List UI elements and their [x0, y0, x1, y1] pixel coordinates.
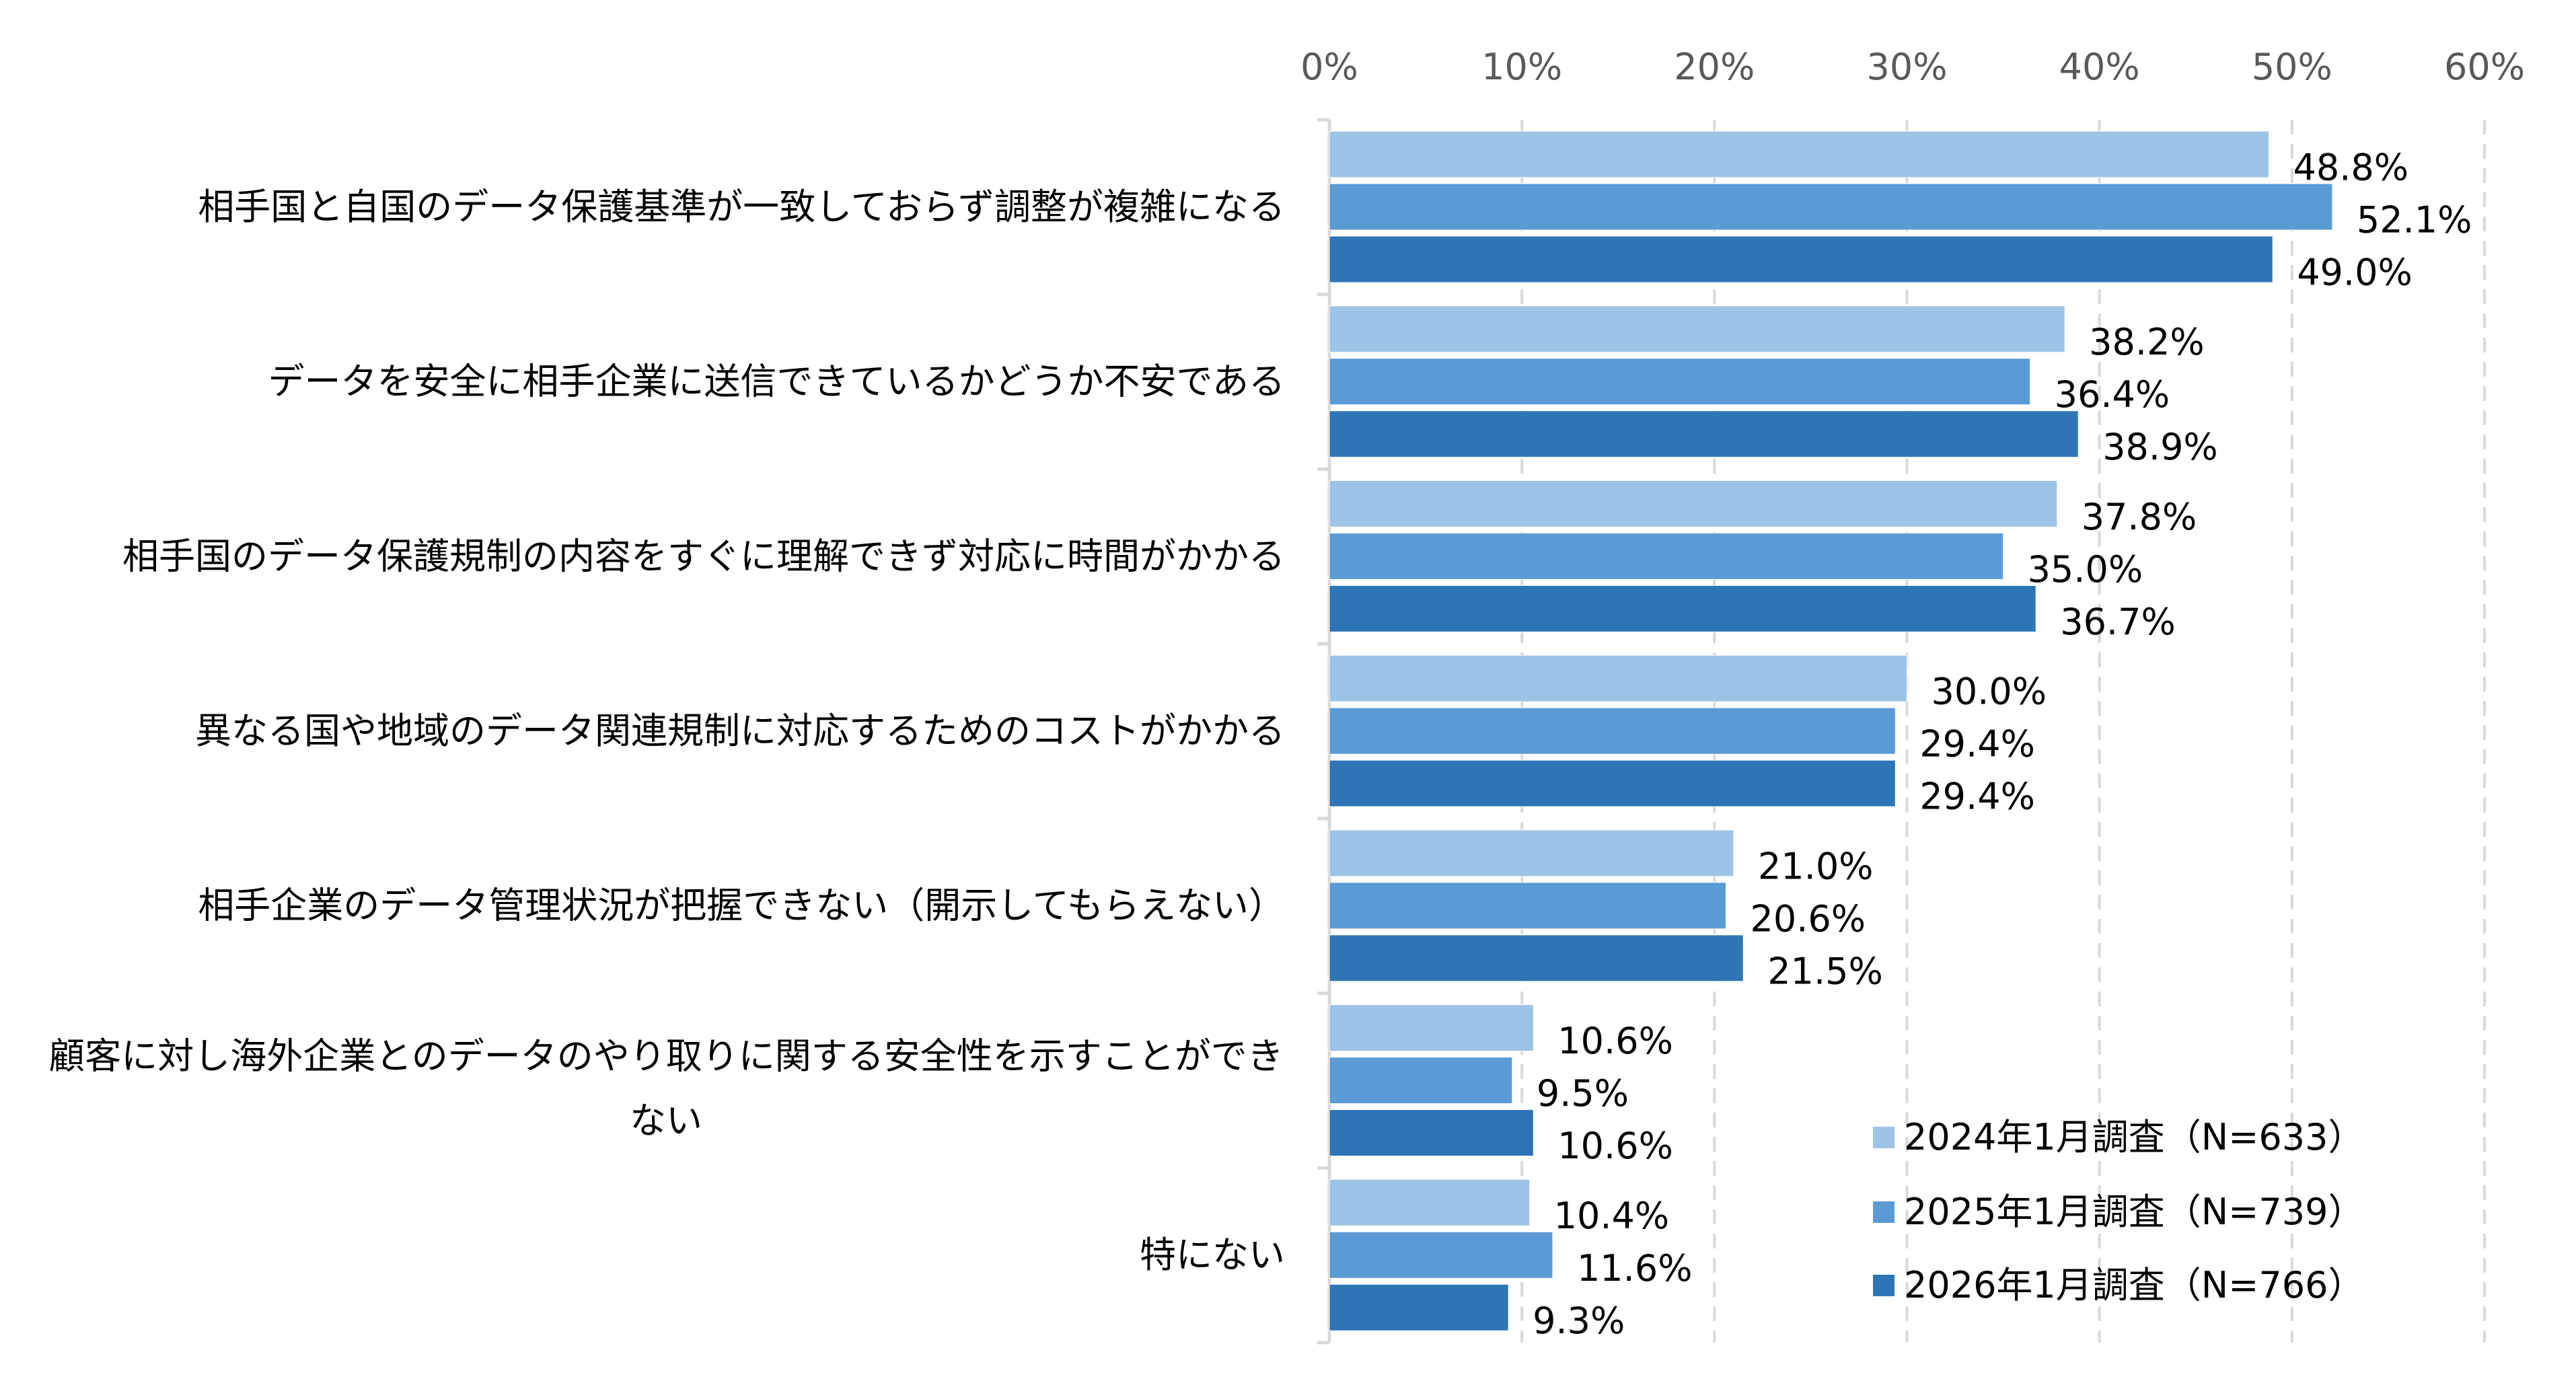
category-label: 顧客に対し海外企業とのデータのやり取りに関する安全性を示すことができない: [48, 1035, 1283, 1142]
bar: [1329, 585, 2036, 632]
bar: [1329, 829, 1734, 877]
category-labels: 相手国と自国のデータ保護基準が一致しておらず調整が複雑になるデータを安全に相手企…: [48, 186, 1285, 1276]
legend-label: 2024年1月調査（N=633）: [1904, 1116, 2365, 1158]
bar: [1329, 934, 1744, 982]
bar: [1329, 532, 2004, 580]
legend-swatch: [1873, 1275, 1894, 1296]
bar: [1329, 707, 1896, 755]
category-label: 異なる国や地域のデータ関連規制に対応するためのコストがかかる: [195, 710, 1285, 752]
x-tick-label: 30%: [1866, 46, 1947, 88]
legend-label: 2025年1月調査（N=739）: [1904, 1191, 2365, 1233]
bar: [1329, 1179, 1531, 1226]
bar: [1329, 1057, 1513, 1105]
legend: 2024年1月調査（N=633） 2025年1月調査（N=739） 2026年1月調…: [1873, 1116, 2365, 1306]
data-label: 52.1%: [2357, 199, 2472, 241]
data-label: 38.2%: [2089, 321, 2205, 363]
bar: [1329, 130, 2269, 178]
data-label: 38.9%: [2102, 426, 2218, 468]
bar: [1329, 235, 2273, 283]
data-label: 35.0%: [2028, 548, 2143, 591]
category-label: 相手国と自国のデータ保護基準が一致しておらず調整が複雑になる: [198, 186, 1285, 228]
category-label: データを安全に相手企業に送信できているかどうか不安である: [268, 361, 1285, 403]
data-label: 49.0%: [2297, 252, 2413, 294]
data-label: 29.4%: [1919, 776, 2035, 818]
data-label: 10.6%: [1557, 1125, 1673, 1167]
data-label: 10.6%: [1557, 1020, 1673, 1062]
bar: [1329, 410, 2079, 458]
bar: [1329, 183, 2333, 231]
legend-label: 2026年1月調査（N=766）: [1904, 1264, 2365, 1306]
category-label: 相手企業のデータ管理状況が把握できない（開示してもらえない）: [198, 885, 1285, 927]
y-axis: [1317, 118, 1331, 1345]
bar: [1329, 480, 2058, 527]
data-label: 9.3%: [1533, 1300, 1625, 1342]
data-label: 29.4%: [1919, 723, 2035, 766]
bar: [1329, 1109, 1534, 1157]
data-label: 36.7%: [2060, 601, 2176, 643]
data-label: 9.5%: [1537, 1072, 1629, 1115]
bar: [1329, 759, 1896, 807]
x-tick-label: 0%: [1300, 46, 1358, 88]
data-label: 37.8%: [2082, 496, 2197, 538]
bars: 48.8% 52.1% 49.0% 38.2% 36.4% 38.9% 37.8% 35.0%…: [1329, 130, 2472, 1342]
x-tick-label: 40%: [2059, 46, 2140, 88]
x-axis-ticks: 0% 10% 20% 30% 40% 50% 60%: [1300, 46, 2525, 88]
data-label: 21.5%: [1767, 950, 1883, 992]
data-label: 10.4%: [1554, 1195, 1670, 1237]
data-label: 21.0%: [1758, 845, 1874, 887]
x-tick-label: 10%: [1481, 46, 1562, 88]
bar: [1329, 1231, 1553, 1279]
legend-swatch: [1873, 1201, 1894, 1223]
bar: [1329, 1283, 1509, 1331]
data-label: 30.0%: [1931, 671, 2047, 713]
category-label: 相手国のデータ保護規制の内容をすぐに理解できず対応に時間がかかる: [122, 535, 1285, 577]
bar: [1329, 1004, 1534, 1052]
x-tick-label: 60%: [2444, 46, 2525, 88]
category-label: 特にない: [1140, 1234, 1285, 1276]
bar: [1329, 305, 2065, 353]
bar: [1329, 358, 2031, 406]
data-label: 36.4%: [2055, 373, 2170, 416]
data-label: 20.6%: [1751, 897, 1866, 940]
bar: [1329, 655, 1907, 702]
data-label: 48.8%: [2293, 147, 2408, 189]
x-tick-label: 20%: [1674, 46, 1755, 88]
data-label: 11.6%: [1577, 1247, 1693, 1290]
legend-swatch: [1873, 1127, 1894, 1148]
bar: [1329, 882, 1727, 930]
x-tick-label: 50%: [2252, 46, 2332, 88]
